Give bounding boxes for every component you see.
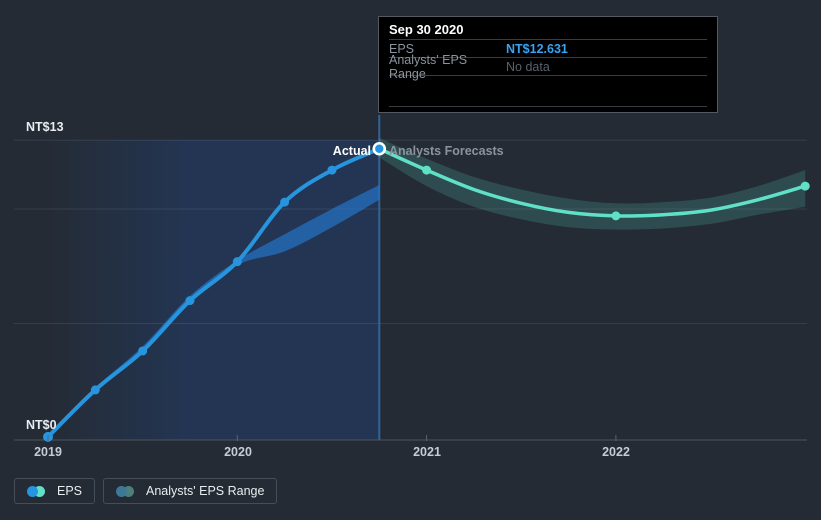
- x-axis-label-2020: 2020: [224, 445, 252, 459]
- tooltip-eps-label: EPS: [389, 41, 415, 56]
- eps-data-point[interactable]: [232, 257, 242, 267]
- x-axis-label-2022: 2022: [602, 445, 630, 459]
- range-dots-icon: [116, 485, 135, 497]
- forecast-data-point[interactable]: [800, 181, 810, 191]
- analysts-range-band-forecast: [379, 138, 806, 230]
- x-axis-label-2019: 2019: [34, 445, 62, 459]
- eps-data-point[interactable]: [138, 346, 148, 356]
- tooltip-spacer: [389, 76, 707, 106]
- highlighted-data-point[interactable]: [372, 141, 387, 156]
- eps-blue-dot-icon: [27, 485, 38, 497]
- forecast-line-series: [377, 147, 807, 218]
- legend-analysts-range-button[interactable]: Analysts' EPS Range: [103, 478, 278, 504]
- highlight-region: [189, 140, 380, 440]
- eps-data-point[interactable]: [90, 385, 100, 395]
- tooltip-date-title: Sep 30 2020: [389, 17, 707, 40]
- actual-section-label: Actual: [332, 144, 371, 158]
- highlight-leadin-region: [48, 140, 190, 440]
- y-axis-label-nt13: NT$13: [26, 120, 64, 134]
- legend-analysts-range-label: Analysts' EPS Range: [146, 484, 265, 498]
- analysts-range-band-actual: [48, 185, 380, 437]
- tooltip-range-label: Analysts' EPS Range: [389, 52, 468, 81]
- tooltip-eps-value: NT$12.631: [506, 41, 568, 56]
- y-axis-label-nt0: NT$0: [26, 418, 57, 432]
- tooltip-eps-row: EPS NT$12.631: [389, 40, 707, 58]
- eps-data-point[interactable]: [185, 296, 195, 306]
- eps-teal-dot-icon: [34, 485, 45, 497]
- forecast-data-point[interactable]: [422, 165, 432, 175]
- x-axis-label-2021: 2021: [413, 445, 441, 459]
- eps-dots-icon: [27, 485, 45, 497]
- analysts-forecasts-section-label: Analysts Forecasts: [389, 144, 504, 158]
- range-blue-dot-icon: [116, 485, 128, 497]
- tooltip-bottom-divider: [389, 106, 707, 107]
- tooltip-range-row: Analysts' EPS Range No data: [389, 53, 707, 81]
- chart-legend: EPS Analysts' EPS Range: [14, 478, 278, 504]
- legend-eps-button[interactable]: EPS: [14, 478, 96, 504]
- eps-data-point[interactable]: [327, 165, 337, 175]
- eps-data-point[interactable]: [280, 197, 290, 207]
- legend-eps-label: EPS: [57, 484, 83, 498]
- forecast-data-point[interactable]: [611, 211, 621, 221]
- range-teal-dot-icon: [123, 485, 135, 497]
- tooltip-range-value: No data: [506, 59, 550, 74]
- chart-tooltip: Sep 30 2020 EPS NT$12.631 Analysts' EPS …: [378, 16, 718, 113]
